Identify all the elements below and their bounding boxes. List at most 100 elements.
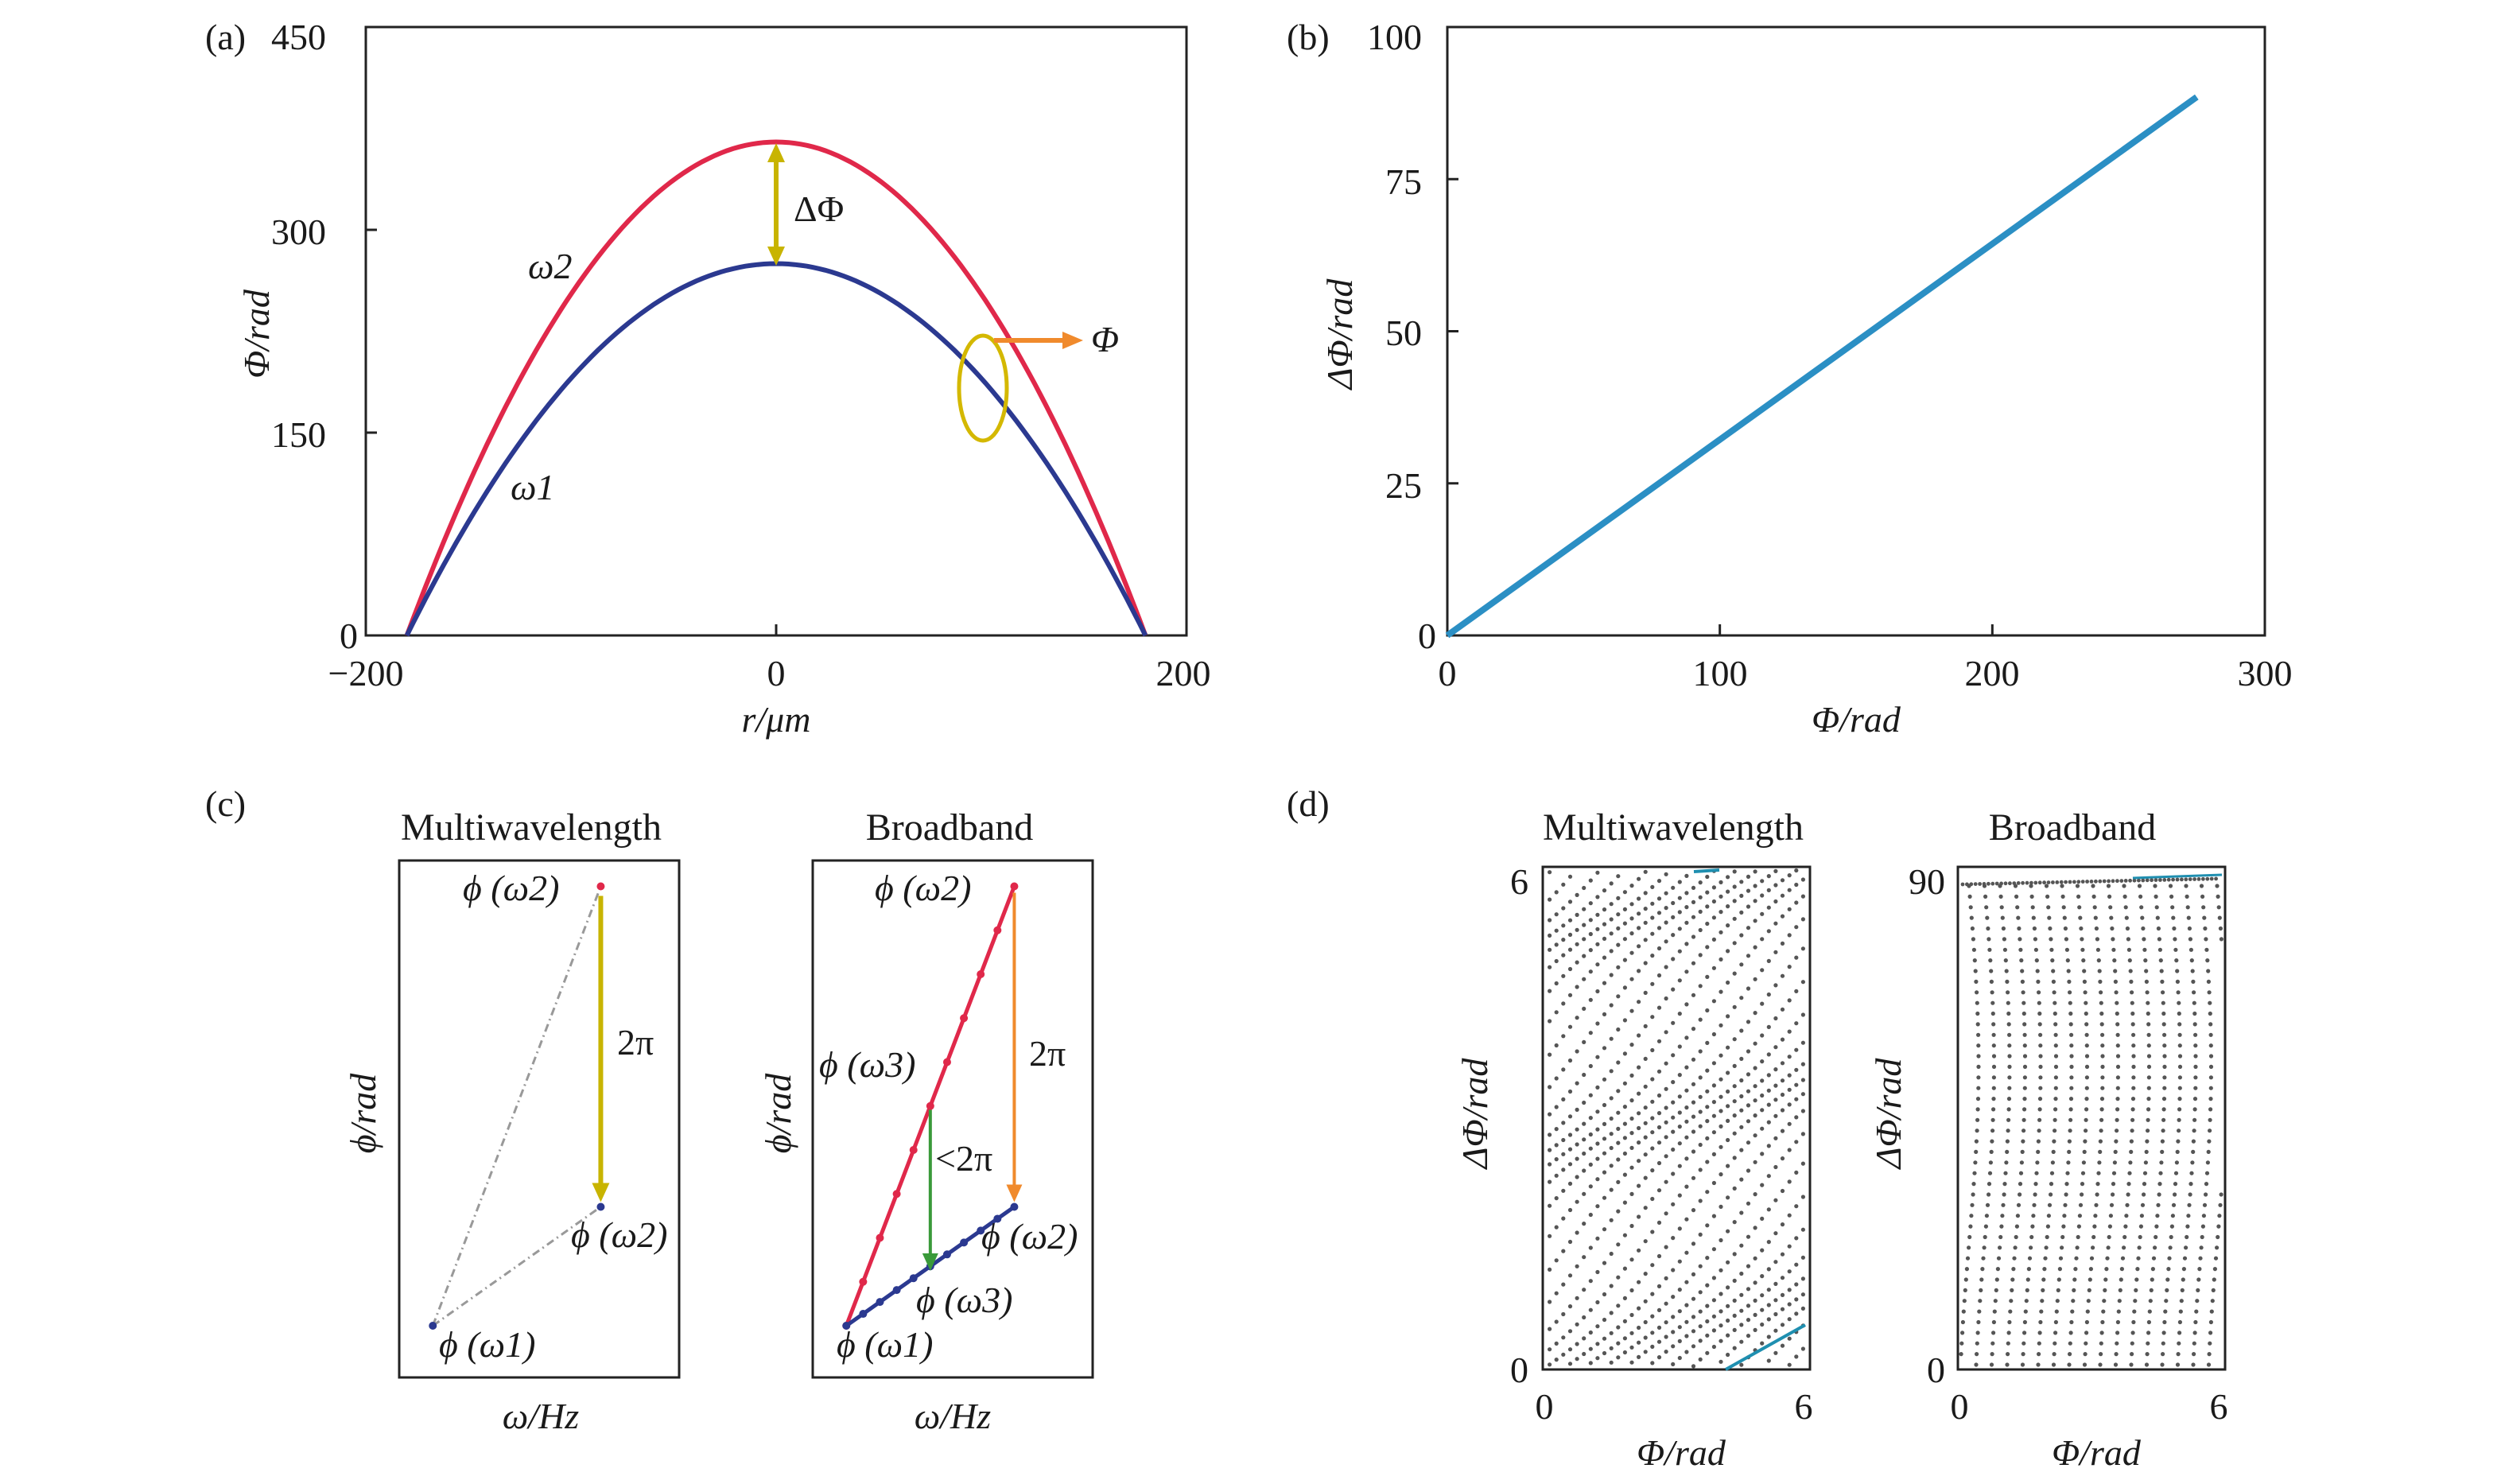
d-left-dot — [1800, 1078, 1805, 1082]
d-right-dot — [2070, 1309, 2075, 1314]
d-right-dot — [1960, 1331, 1965, 1335]
d-left-dot — [1753, 1041, 1757, 1046]
c-right-title: Broadband — [866, 806, 1034, 849]
d-right-dot — [2218, 1202, 2223, 1207]
d-left-dot — [1773, 1298, 1778, 1303]
d-right-dot — [2106, 1245, 2111, 1250]
d-right-dot — [2005, 1362, 2010, 1367]
d-left-dot — [1622, 1233, 1627, 1237]
d-left-dot — [1684, 1350, 1689, 1354]
d-left-dot — [1705, 1105, 1710, 1109]
d-right-dot — [2101, 1309, 2106, 1314]
d-right-dot — [2061, 905, 2066, 910]
d-left-dot — [1711, 1328, 1716, 1333]
d-right-dot — [2128, 969, 2133, 973]
d-right-dot — [2049, 1182, 2054, 1187]
d-right-dot — [2033, 1182, 2038, 1187]
d-left-dot — [1616, 1140, 1621, 1145]
d-right-dot — [2192, 1107, 2197, 1112]
d-left-dot — [1656, 926, 1662, 930]
d-right-dot — [2022, 1319, 2027, 1325]
d-left-dot — [1719, 1109, 1723, 1113]
d-left-dot — [1711, 1344, 1716, 1350]
d-right-dot — [2161, 1117, 2166, 1122]
d-left-dot — [1650, 1361, 1655, 1366]
d-right-top-row-dot — [2055, 880, 2060, 884]
d-right-dot — [2175, 1362, 2181, 1367]
d-left-dot — [1656, 1220, 1662, 1225]
d-left-dot — [1656, 1188, 1662, 1193]
d-left-dot — [1664, 1120, 1668, 1125]
d-left-dot — [1616, 1355, 1621, 1360]
d-right-dot — [2115, 1117, 2119, 1122]
d-right-dot — [2006, 1022, 2011, 1027]
b-ytick-75: 75 — [1385, 161, 1422, 202]
d-right-dot — [2031, 1214, 2036, 1218]
d-left-dot — [1780, 1343, 1785, 1348]
d-left-dot — [1739, 1308, 1744, 1313]
c-left-point — [596, 1202, 605, 1211]
d-left-dot — [1760, 1078, 1765, 1083]
d-right-dot — [2045, 1224, 2050, 1229]
d-left-dot — [1691, 1272, 1696, 1276]
d-right-dot — [2192, 1117, 2197, 1122]
d-right-dot — [2040, 1299, 2045, 1303]
d-left-dot — [1773, 1136, 1778, 1140]
d-left-dot — [1664, 965, 1668, 969]
d-left-dot — [1705, 945, 1710, 950]
d-right-dot — [2021, 1352, 2025, 1357]
d-right-top-row-dot — [1978, 882, 1983, 886]
d-right-dot — [2149, 1288, 2154, 1292]
d-left-dot — [1719, 930, 1723, 934]
d-right-dot — [2056, 1277, 2061, 1282]
d-right-dot — [2103, 1277, 2108, 1282]
d-left-dot — [1739, 933, 1744, 938]
d-right-dot — [2075, 1245, 2080, 1250]
d-left-dot — [1567, 1273, 1573, 1278]
d-left-dot — [1739, 1210, 1744, 1215]
d-left-dot — [1760, 1341, 1765, 1346]
d-left-dot — [1561, 923, 1566, 928]
d-right-dot — [2022, 1331, 2027, 1335]
d-left-dot — [1794, 925, 1799, 930]
d-right-dot — [2161, 1097, 2167, 1101]
d-left-dot — [1616, 926, 1621, 930]
d-left-dot — [1548, 1203, 1552, 1208]
d-left-dot — [1719, 1309, 1723, 1314]
d-left-dot — [1554, 981, 1559, 986]
d-right-dot — [2006, 1011, 2011, 1016]
d-right-dot — [2005, 1139, 2010, 1144]
d-left-dot — [1726, 1285, 1730, 1290]
d-left-dot — [1684, 920, 1689, 925]
d-left-dot — [1746, 1234, 1751, 1239]
d-right-dot — [1976, 1086, 1981, 1090]
d-left-dot — [1684, 1217, 1689, 1222]
d-left-dot — [1711, 1152, 1716, 1156]
d-left-dot — [1643, 1239, 1648, 1244]
d-right-dot — [2155, 1214, 2160, 1218]
d-left-dot — [1575, 892, 1579, 897]
d-left-dot — [1616, 1325, 1621, 1330]
d-right-dot — [2050, 1160, 2055, 1165]
d-left-dot — [1780, 941, 1785, 946]
d-right-dot — [2084, 1022, 2089, 1027]
d-left-dot — [1554, 1173, 1559, 1178]
d-left-dot — [1794, 1311, 1799, 1316]
d-left-dot — [1588, 901, 1593, 906]
d-right-dot — [2200, 894, 2205, 899]
d-left-dot — [1622, 1151, 1627, 1156]
d-right-dot — [2126, 937, 2130, 942]
d-right-dot — [2200, 1224, 2205, 1229]
d-right-dot — [2060, 1245, 2064, 1250]
d-left-dot — [1548, 1327, 1552, 1331]
d-left-dot — [1746, 1303, 1751, 1308]
d-left-dot — [1698, 1324, 1703, 1329]
d-left-dot — [1746, 1119, 1751, 1124]
d-right-dot — [2168, 884, 2173, 888]
d-right-dot — [1999, 1224, 2004, 1229]
d-right-dot — [2142, 1192, 2146, 1197]
d-left-dot — [1726, 1318, 1730, 1323]
d-left-dot — [1800, 1276, 1805, 1281]
d-right-dot — [2188, 1192, 2192, 1197]
d-right-dot — [2136, 1256, 2141, 1261]
